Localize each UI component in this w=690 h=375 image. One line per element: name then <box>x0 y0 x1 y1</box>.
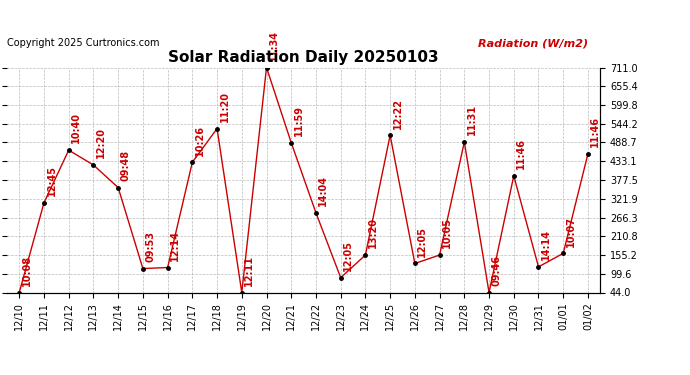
Text: 11:46: 11:46 <box>591 116 600 147</box>
Text: 11:59: 11:59 <box>294 105 304 136</box>
Text: 12:45: 12:45 <box>46 165 57 196</box>
Text: 12:14: 12:14 <box>170 230 180 261</box>
Text: 12:20: 12:20 <box>96 127 106 158</box>
Text: 12:05: 12:05 <box>417 226 427 257</box>
Text: 09:48: 09:48 <box>121 150 130 181</box>
Title: Solar Radiation Daily 20250103: Solar Radiation Daily 20250103 <box>168 50 439 65</box>
Text: 09:53: 09:53 <box>146 231 155 262</box>
Text: 14:14: 14:14 <box>541 229 551 260</box>
Text: 10:07: 10:07 <box>566 216 575 247</box>
Text: 14:04: 14:04 <box>318 175 328 206</box>
Text: Radiation (W/m2): Radiation (W/m2) <box>478 38 589 48</box>
Text: 10:05: 10:05 <box>442 217 452 248</box>
Text: 10:40: 10:40 <box>71 112 81 143</box>
Text: 11:20: 11:20 <box>219 91 230 122</box>
Text: 10:08: 10:08 <box>22 255 32 286</box>
Text: 12:05: 12:05 <box>343 240 353 271</box>
Text: 12:22: 12:22 <box>393 98 402 129</box>
Text: 11:34: 11:34 <box>269 30 279 61</box>
Text: 12:11: 12:11 <box>244 255 254 286</box>
Text: 11:31: 11:31 <box>466 104 477 135</box>
Text: 13:20: 13:20 <box>368 217 378 248</box>
Text: Copyright 2025 Curtronics.com: Copyright 2025 Curtronics.com <box>7 38 159 48</box>
Text: 10:26: 10:26 <box>195 124 205 156</box>
Text: 11:46: 11:46 <box>516 138 526 169</box>
Text: 09:46: 09:46 <box>491 255 502 286</box>
